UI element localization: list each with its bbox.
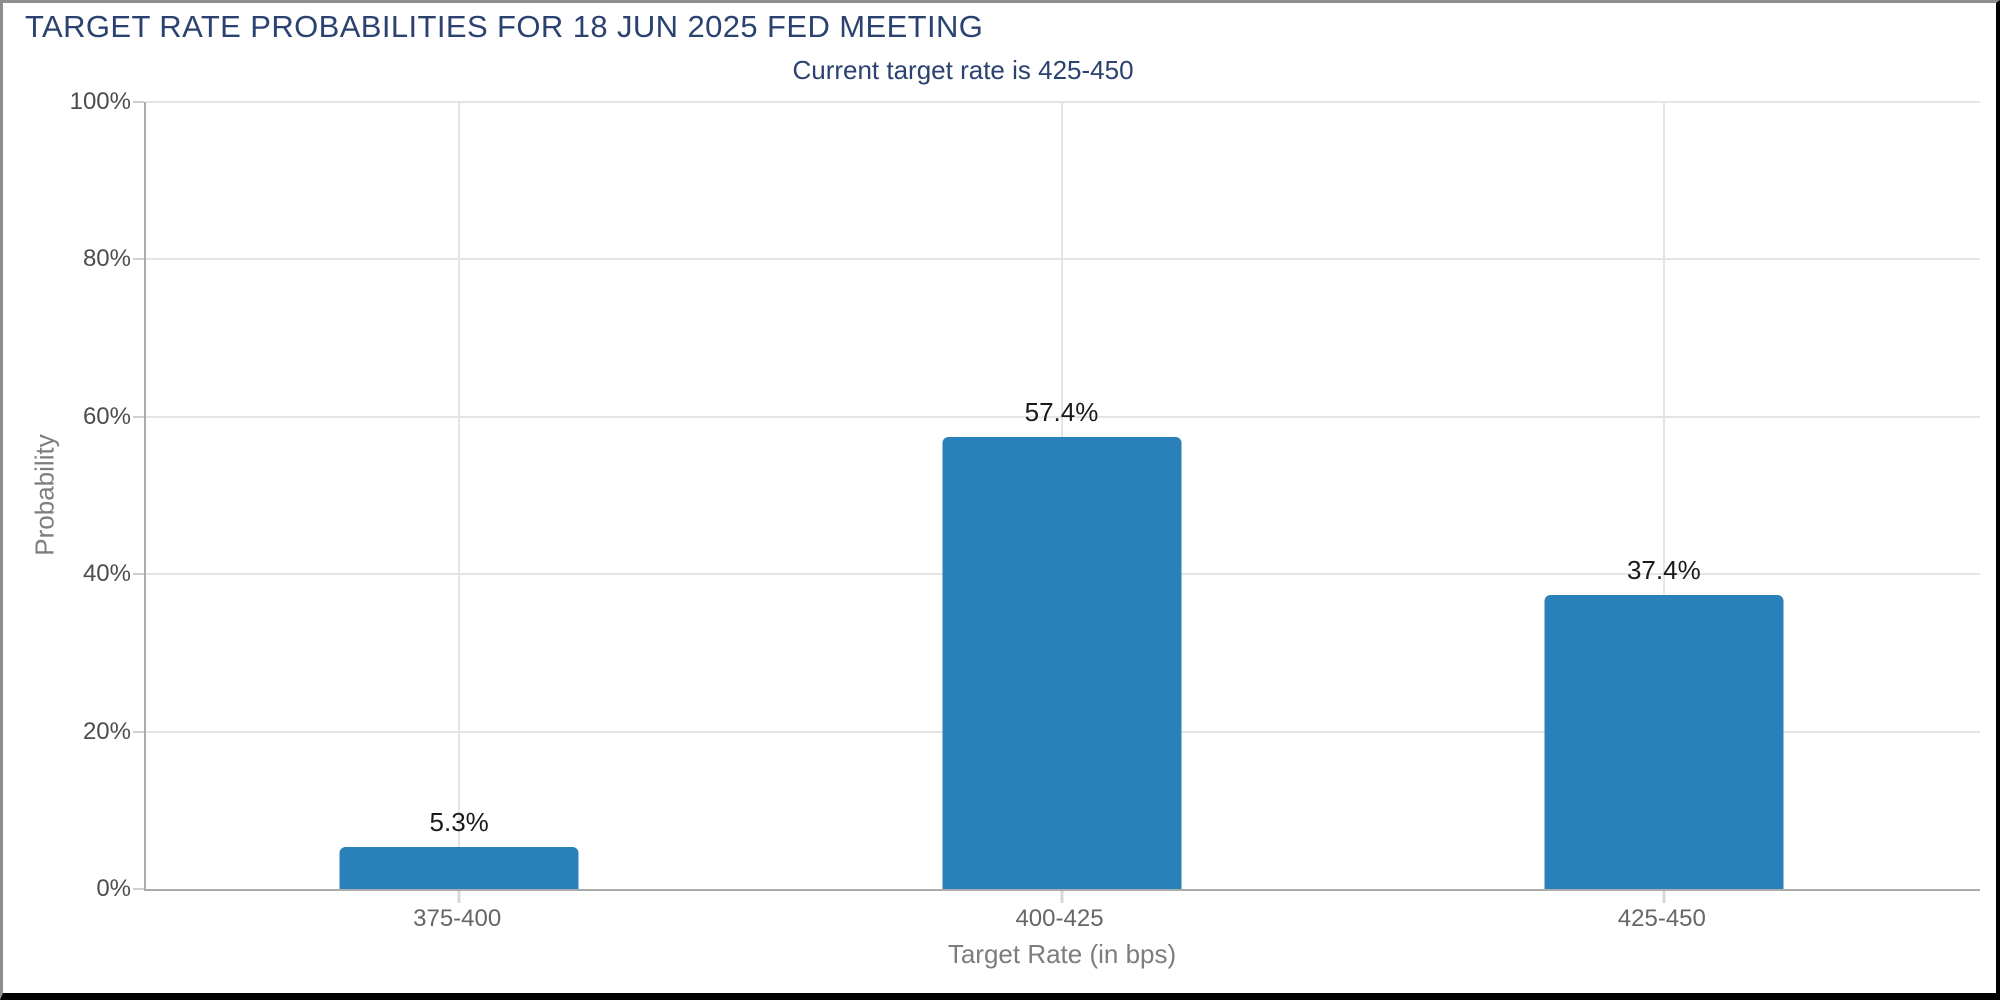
bar-value-label: 37.4%	[1626, 554, 1701, 585]
x-tick-label: 425-450	[1617, 905, 1706, 932]
y-tick-mark	[133, 888, 144, 890]
vertical-gridline	[1662, 102, 1665, 889]
chart-subtitle: Current target rate is 425-450	[792, 55, 1134, 85]
y-tick-label: 0%	[96, 875, 131, 902]
x-tick-mark	[457, 891, 461, 903]
x-tick-label: 400-425	[1015, 905, 1104, 932]
bar-value-label: 5.3%	[429, 807, 489, 838]
y-tick-label: 40%	[82, 560, 131, 588]
y-tick-label: 100%	[69, 88, 131, 115]
x-tick-label: 375-400	[413, 905, 502, 932]
x-tick-mark	[1060, 891, 1063, 903]
y-axis-labels: 0% 20% 40% 60% 80% 100%	[3, 88, 131, 902]
y-tick-label: 80%	[82, 245, 131, 273]
bar-value-label: 57.4%	[1024, 397, 1099, 428]
y-tick-mark	[133, 730, 144, 733]
y-tick-label: 60%	[82, 402, 131, 430]
vertical-gridline	[458, 102, 461, 889]
bar	[1544, 594, 1784, 889]
bar	[942, 437, 1181, 889]
horizontal-gridline	[146, 258, 1980, 261]
x-tick-mark	[1662, 891, 1666, 903]
y-tick-mark	[133, 573, 144, 576]
plot-bands: 5.3% 57.4% 37.4%	[158, 102, 1965, 903]
y-tick-mark	[133, 258, 144, 261]
chart-title: TARGET RATE PROBABILITIES FOR 18 JUN 202…	[25, 9, 984, 44]
bar	[339, 847, 579, 889]
y-tick-label: 20%	[82, 717, 131, 745]
y-tick-mark	[133, 101, 144, 103]
x-axis-title: Target Rate (in bps)	[947, 939, 1177, 969]
horizontal-gridline	[146, 101, 1980, 103]
x-axis-labels: 375-400 400-425 425-450	[156, 905, 1963, 937]
y-tick-mark	[133, 415, 144, 418]
horizontal-gridline	[146, 415, 1980, 418]
plot-area: 5.3% 57.4% 37.4%	[133, 101, 1980, 903]
